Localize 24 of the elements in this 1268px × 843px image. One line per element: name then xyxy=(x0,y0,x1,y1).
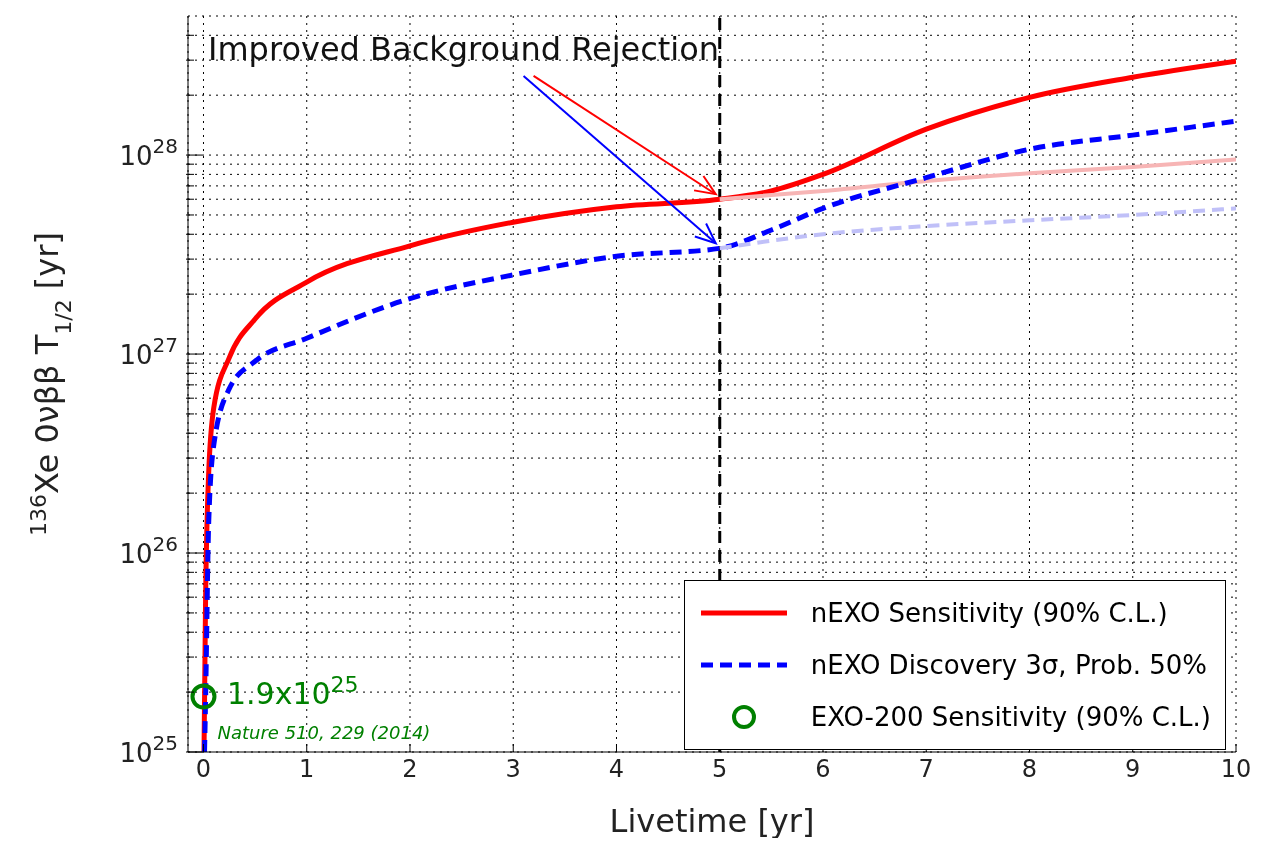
x-tick-label: 0 xyxy=(195,755,212,784)
annotation: Nature 510, 229 (2014) xyxy=(217,721,431,743)
legend-label: nEXO Sensitivity (90% C.L.) xyxy=(810,598,1168,628)
line-series xyxy=(717,157,1236,202)
line-series xyxy=(717,206,1236,251)
x-tick-label: 4 xyxy=(608,755,625,784)
legend-label: EXO-200 Sensitivity (90% C.L.) xyxy=(810,702,1211,732)
y-tick-label: 10$^{26}$ xyxy=(119,532,178,570)
y-tick-label: 10$^{28}$ xyxy=(119,134,178,172)
x-tick-label: 1 xyxy=(299,755,315,784)
x-tick-label: 5 xyxy=(712,755,728,784)
data-label: 1.9x10$^{25}$ xyxy=(226,671,359,712)
x-tick-label: 6 xyxy=(815,755,831,784)
y-tick-label: 10$^{25}$ xyxy=(119,731,178,768)
x-axis-title: Livetime [yr] xyxy=(609,802,815,840)
x-tick-label: 8 xyxy=(1021,755,1038,784)
x-tick-label: 7 xyxy=(918,755,934,784)
x-tick-label: 10 xyxy=(1220,755,1252,784)
legend-label: nEXO Discovery 3σ, Prob. 50% xyxy=(810,650,1207,680)
y-tick-label: 10$^{27}$ xyxy=(119,333,178,371)
x-tick-label: 9 xyxy=(1125,755,1141,784)
x-tick-label: 2 xyxy=(402,755,418,784)
x-tick-label: 3 xyxy=(505,755,521,784)
annotation: Improved Background Rejection xyxy=(208,30,720,68)
